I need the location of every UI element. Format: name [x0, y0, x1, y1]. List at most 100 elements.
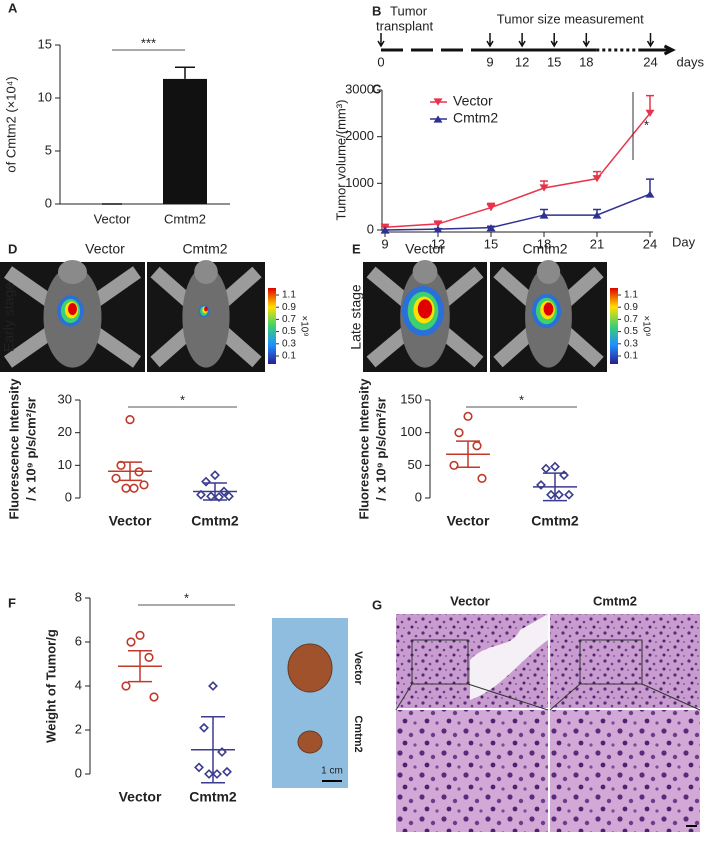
arrow — [583, 33, 589, 46]
colorbar-tick-label: 0.3 — [282, 338, 296, 349]
significance-label: *** — [141, 35, 156, 50]
point — [122, 682, 130, 690]
mouse-head — [194, 260, 218, 284]
y-axis-label: of Cmtm2 (×10⁴) — [3, 76, 18, 172]
point — [200, 724, 208, 732]
y-tick-label: 0 — [367, 221, 374, 236]
y-tick-label: 150 — [400, 391, 422, 406]
y-tick-label: 20 — [58, 424, 72, 439]
y-tick-label: 2 — [75, 721, 82, 736]
y-axis-label: / x 10⁹ p/s/cm²/sr — [23, 397, 38, 501]
point — [127, 638, 135, 646]
y-tick-label: 1000 — [345, 175, 374, 190]
colorbar-tick-label: 1.1 — [282, 290, 296, 301]
colorbar-tick-label: 1.1 — [624, 290, 638, 301]
signal — [204, 307, 208, 312]
x-tick-label: Cmtm2 — [191, 513, 239, 529]
tick-label: 15 — [547, 54, 561, 69]
point — [195, 764, 203, 772]
photo-label: Cmtm2 — [352, 715, 364, 752]
panel-label: G — [372, 597, 382, 612]
point — [547, 491, 555, 499]
mouse-head — [413, 260, 438, 284]
measure-label: Tumor size measurement — [497, 11, 644, 26]
image-title: Vector — [405, 241, 445, 257]
y-tick-label: 10 — [38, 89, 52, 104]
colorbar — [268, 288, 276, 364]
significance-label: * — [184, 590, 189, 605]
panel-label: F — [8, 595, 16, 610]
y-tick-label: 8 — [75, 589, 82, 604]
arrow — [487, 33, 493, 46]
point — [455, 429, 463, 437]
image-title: Cmtm2 — [182, 241, 227, 257]
mouse-head — [58, 260, 87, 284]
point — [209, 682, 217, 690]
arrow — [551, 33, 557, 46]
y-tick-label: 30 — [58, 391, 72, 406]
significance-label: * — [644, 117, 649, 132]
signal — [544, 302, 554, 315]
unit-label: days — [677, 54, 705, 69]
histology-image — [550, 710, 700, 832]
image-title: Cmtm2 — [593, 593, 637, 608]
x-tick-label: Vector — [447, 513, 490, 529]
panel-label: E — [352, 241, 361, 256]
image-title: Cmtm2 — [522, 241, 567, 257]
error-bar — [175, 67, 195, 79]
x-tick-label: Cmtm2 — [189, 789, 237, 805]
y-tick-label: 100 — [400, 424, 422, 439]
point — [565, 491, 573, 499]
signal — [418, 299, 432, 318]
panel-label: B — [372, 3, 381, 18]
timeline — [639, 46, 673, 54]
point — [223, 768, 231, 776]
colorbar-tick-label: 0.3 — [624, 338, 638, 349]
point — [202, 478, 210, 486]
point — [542, 465, 550, 473]
x-tick-label: Vector — [109, 513, 152, 529]
image-title: Vector — [450, 593, 490, 608]
point — [211, 471, 219, 479]
y-axis-label: Relative mRNA level — [0, 65, 1, 184]
point — [487, 204, 496, 211]
point — [555, 491, 563, 499]
arrow — [519, 33, 525, 46]
tick-label: 0 — [377, 54, 384, 69]
tick-label: 9 — [486, 54, 493, 69]
point — [130, 484, 138, 492]
bar — [163, 79, 207, 204]
y-tick-label: 2000 — [345, 128, 374, 143]
x-tick-label: 15 — [484, 236, 498, 251]
colorbar — [610, 288, 618, 364]
x-tick-label: Vector — [119, 789, 162, 805]
tumor — [288, 644, 332, 692]
point — [140, 481, 148, 489]
point — [213, 770, 221, 778]
y-axis-label: Fluorescence Intensity — [356, 378, 371, 520]
tumor — [298, 731, 322, 753]
arrow — [648, 33, 654, 46]
x-tick-label: 24 — [643, 236, 657, 251]
point — [136, 632, 144, 640]
start-label: transplant — [376, 18, 433, 33]
x-axis-label: Day — [672, 234, 696, 249]
legend-label: Vector — [453, 93, 493, 109]
significance-label: * — [519, 392, 524, 407]
point — [205, 770, 213, 778]
histology-image — [550, 614, 700, 708]
tick-label: 24 — [643, 54, 657, 69]
y-tick-label: 15 — [38, 36, 52, 51]
histology-image — [396, 710, 548, 832]
point — [478, 475, 486, 483]
point — [646, 190, 655, 197]
y-tick-label: 50 — [408, 457, 422, 472]
point — [464, 413, 472, 421]
panel-label: D — [8, 241, 17, 256]
y-tick-label: 6 — [75, 633, 82, 648]
mouse-head — [537, 260, 560, 284]
scale-label: 1 cm — [321, 766, 343, 777]
signal — [68, 303, 77, 315]
